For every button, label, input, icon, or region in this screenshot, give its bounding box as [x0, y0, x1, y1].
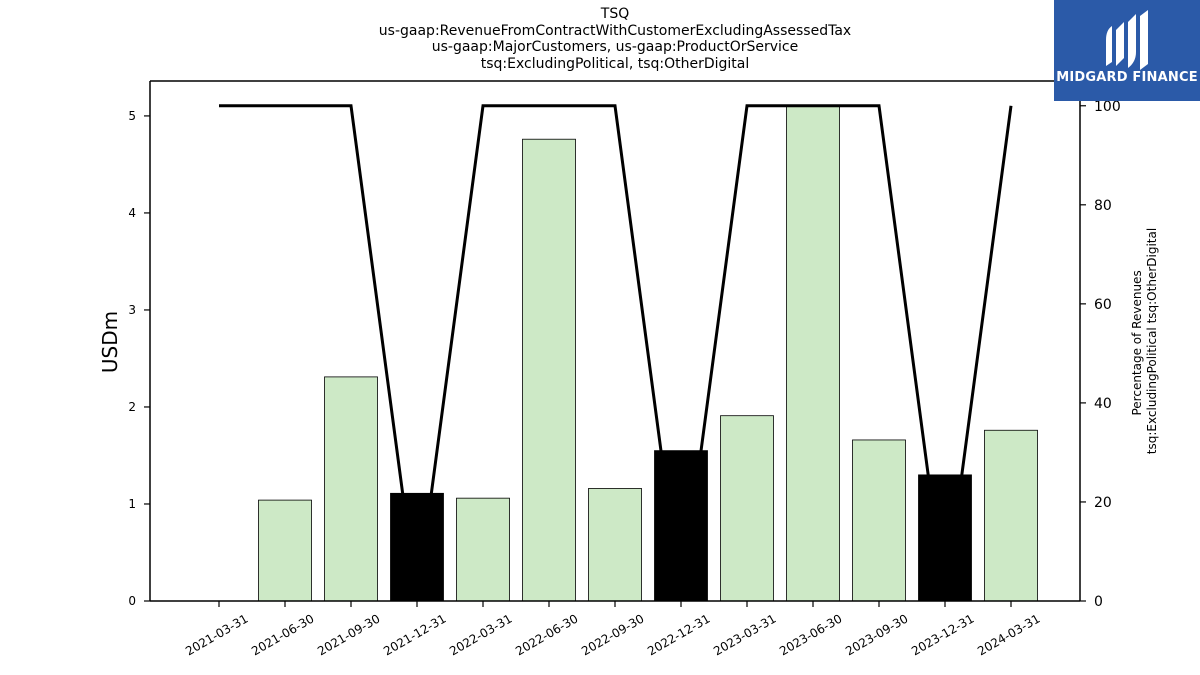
bar-2024-03-31	[984, 429, 1038, 602]
y-axis-label: USDm	[98, 311, 122, 373]
bar-2023-09-30	[852, 439, 906, 602]
x-tick-label: 2023-12-31	[909, 611, 976, 658]
bar-2022-06-30	[522, 138, 576, 602]
y-tick-label: 5	[128, 109, 136, 123]
y2-tick-label: 0	[1094, 594, 1103, 610]
y2-tick-label: 20	[1094, 495, 1112, 511]
bar-2021-12-31	[390, 492, 444, 602]
logo-text: MIDGARD FINANCE	[1056, 70, 1198, 85]
chart-title-line-3: us-gaap:MajorCustomers, us-gaap:ProductO…	[431, 39, 799, 55]
y2-tick-label: 100	[1094, 99, 1121, 115]
x-tick-label: 2021-03-31	[183, 611, 250, 658]
x-tick-label: 2021-09-30	[315, 611, 382, 658]
y-tick-label: 2	[128, 400, 136, 414]
x-tick-label: 2022-03-31	[447, 611, 514, 658]
bar-2022-03-31	[456, 497, 510, 602]
percentage-line	[219, 104, 1013, 602]
y-tick-label: 3	[128, 303, 136, 317]
chart-title-line-1: TSQ	[600, 6, 630, 22]
y2-tick-label: 40	[1094, 396, 1112, 412]
bar-2023-12-31	[918, 474, 972, 602]
x-tick-label: 2022-12-31	[645, 611, 712, 658]
bar-2023-06-30	[786, 104, 840, 602]
y2-axis-label-line-2: tsq:ExcludingPolitical tsq:OtherDigital	[1145, 228, 1159, 454]
chart-title-line-4: tsq:ExcludingPolitical, tsq:OtherDigital	[480, 55, 750, 72]
percentage-line-series	[219, 104, 1013, 602]
y-tick-label: 4	[128, 206, 136, 220]
x-tick-label: 2024-03-31	[975, 611, 1042, 658]
y2-tick-label: 80	[1094, 198, 1112, 214]
x-tick-label: 2022-09-30	[579, 611, 646, 658]
bar-2021-06-30	[258, 499, 312, 602]
x-tick-label: 2023-03-31	[711, 611, 778, 658]
bar-2023-03-31	[720, 415, 774, 602]
y2-tick-label: 60	[1094, 297, 1112, 313]
brand-logo: MIDGARD FINANCE	[1054, 0, 1200, 101]
bar-2021-09-30	[324, 376, 378, 602]
chart-title-line-2: us-gaap:RevenueFromContractWithCustomerE…	[378, 22, 852, 39]
x-tick-label: 2021-06-30	[249, 611, 316, 658]
x-tick-label: 2023-06-30	[777, 611, 844, 658]
logo-mark-icon	[1106, 10, 1148, 70]
bar-2022-12-31	[654, 450, 708, 602]
bar-series	[258, 104, 1038, 602]
x-tick-label: 2022-06-30	[513, 611, 580, 658]
x-tick-label: 2021-12-31	[381, 611, 448, 658]
y-tick-label: 0	[128, 594, 136, 608]
y-tick-label: 1	[128, 497, 136, 511]
y2-axis-label-line-1: Percentage of Revenues	[1130, 270, 1144, 415]
y2-axis-label: Percentage of Revenues tsq:ExcludingPoli…	[1130, 228, 1159, 454]
bar-2022-09-30	[588, 488, 642, 602]
chart-title: TSQ us-gaap:RevenueFromContractWithCusto…	[0, 6, 1200, 72]
x-tick-label: 2023-09-30	[843, 611, 910, 658]
